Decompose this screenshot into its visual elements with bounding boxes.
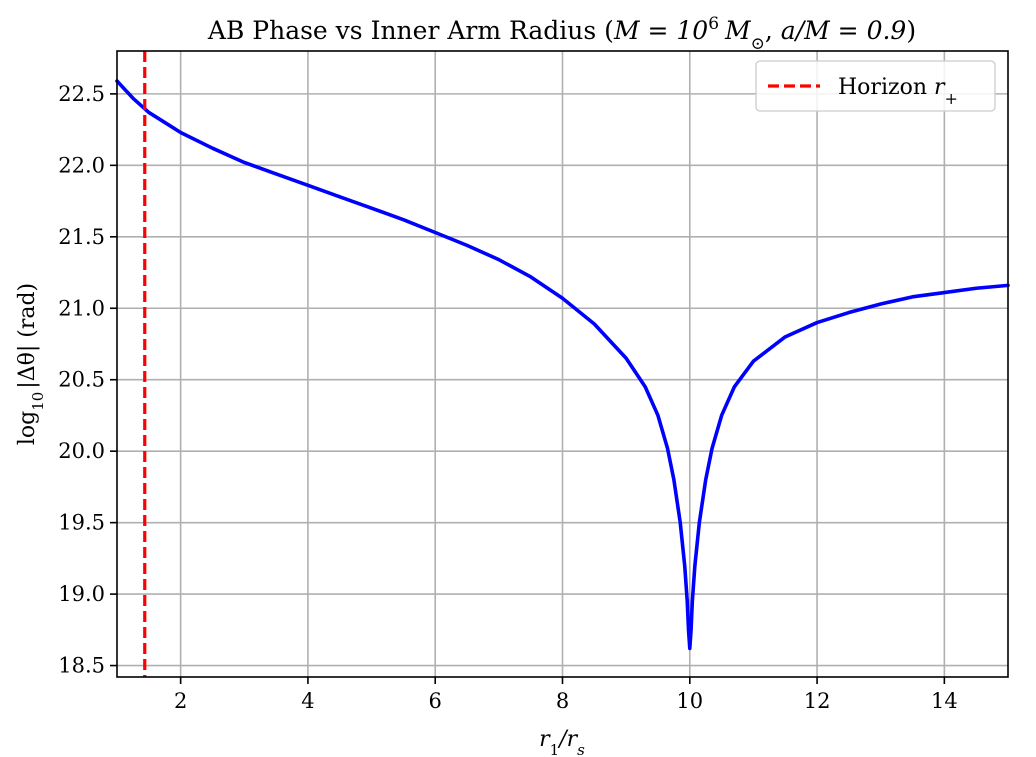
y-tick-label: 19.5: [58, 511, 105, 535]
y-tick-label: 20.0: [58, 439, 105, 463]
x-tick-label: 10: [676, 689, 703, 713]
chart-title-comma: ,: [765, 16, 781, 45]
axis-ticks: 2 4 6 8 10 12 14 18.5 19.0 19.5 20.0 20.5 21.0 21.5 22…: [58, 82, 957, 713]
chart-title-spin: a/M = 0.9: [781, 16, 907, 45]
y-tick-label: 22.0: [58, 153, 105, 177]
x-tick-label: 14: [931, 689, 958, 713]
chart-title-text: AB Phase vs Inner Arm Radius (: [207, 16, 614, 45]
chart-title-close: ): [906, 16, 916, 45]
y-tick-label: 19.0: [58, 582, 105, 606]
x-tick-label: 2: [174, 689, 187, 713]
y-tick-label: 20.5: [58, 368, 105, 392]
x-tick-label: 8: [556, 689, 569, 713]
x-tick-label: 6: [429, 689, 442, 713]
chart-title-mass: M = 10: [613, 16, 708, 45]
x-tick-label: 12: [804, 689, 831, 713]
chart-title: AB Phase vs Inner Arm Radius (M = 106 M⊙,…: [207, 14, 916, 54]
chart-title-msun: M: [724, 16, 752, 45]
y-tick-label: 21.5: [58, 225, 105, 249]
y-tick-label: 21.0: [58, 296, 105, 320]
y-tick-label: 22.5: [58, 82, 105, 106]
y-tick-label: 18.5: [58, 654, 105, 678]
chart-title-exponent: 6: [708, 14, 719, 34]
y-axis-label: log10|Δθ| (rad): [15, 283, 47, 445]
legend: Horizon r+: [756, 61, 995, 111]
x-tick-label: 4: [301, 689, 314, 713]
x-axis-label: r1/rs: [539, 727, 585, 757]
grid-lines: [117, 51, 1008, 677]
